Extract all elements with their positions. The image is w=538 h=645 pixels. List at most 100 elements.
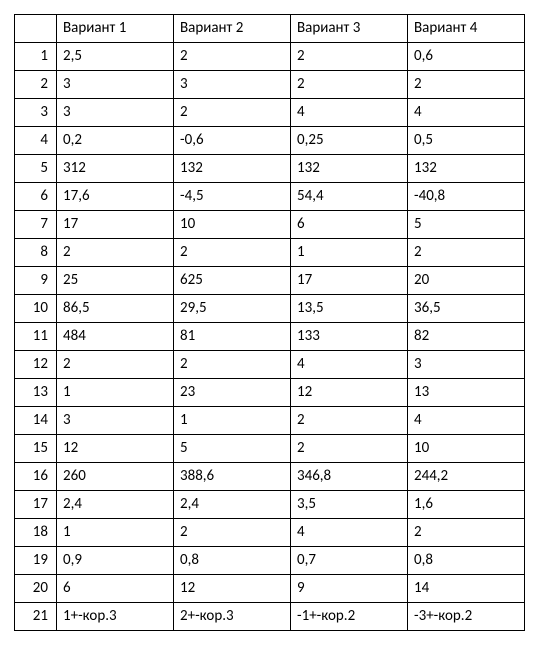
header-variant-2: Вариант 2 [174,15,291,43]
cell: 17 [57,211,174,239]
row-number: 9 [15,267,57,295]
cell: 1 [291,239,408,267]
table-row: 9256251720 [15,267,525,295]
cell: 2,4 [57,491,174,519]
cell: 2 [174,519,291,547]
table-row: 23322 [15,71,525,99]
table-row: 190,90,80,70,8 [15,547,525,575]
table-row: 122243 [15,351,525,379]
table-row: 211+-кор.32+-кор.3-1+-кор.2-3+-кор.2 [15,603,525,631]
cell: 81 [174,323,291,351]
cell: 2 [408,71,525,99]
row-number: 18 [15,519,57,547]
table-row: 131231213 [15,379,525,407]
header-variant-3: Вариант 3 [291,15,408,43]
cell: 0,7 [291,547,408,575]
cell: 2 [174,43,291,71]
cell: 244,2 [408,463,525,491]
cell: 4 [408,407,525,435]
cell: 4 [408,99,525,127]
cell: 5 [174,435,291,463]
table-body: 12,5220,6233223324440,2-0,60,250,5531213… [15,43,525,631]
table-row: 15125210 [15,435,525,463]
table-row: 20612914 [15,575,525,603]
row-number: 17 [15,491,57,519]
cell: 133 [291,323,408,351]
header-variant-4: Вариант 4 [408,15,525,43]
cell: 388,6 [174,463,291,491]
table-row: 114848113382 [15,323,525,351]
cell: 3 [57,407,174,435]
cell: 3 [174,71,291,99]
cell: 3 [57,71,174,99]
cell: 17,6 [57,183,174,211]
cell: -0,6 [174,127,291,155]
cell: 2 [291,71,408,99]
cell: 4 [291,351,408,379]
header-blank [15,15,57,43]
row-number: 7 [15,211,57,239]
row-number: 16 [15,463,57,491]
row-number: 5 [15,155,57,183]
cell: 0,8 [408,547,525,575]
table-row: 82212 [15,239,525,267]
cell: 12 [291,379,408,407]
cell: -40,8 [408,183,525,211]
cell: 0,25 [291,127,408,155]
cell: 5 [408,211,525,239]
cell: 260 [57,463,174,491]
row-number: 15 [15,435,57,463]
cell: 1,6 [408,491,525,519]
row-number: 12 [15,351,57,379]
cell: 1 [57,519,174,547]
cell: 2 [408,239,525,267]
cell: 29,5 [174,295,291,323]
cell: 3,5 [291,491,408,519]
row-number: 2 [15,71,57,99]
table-header-row: Вариант 1 Вариант 2 Вариант 3 Вариант 4 [15,15,525,43]
row-number: 20 [15,575,57,603]
cell: 484 [57,323,174,351]
cell: 13 [408,379,525,407]
row-number: 14 [15,407,57,435]
table-row: 1086,529,513,536,5 [15,295,525,323]
cell: 17 [291,267,408,295]
cell: 13,5 [291,295,408,323]
table-row: 5312132132132 [15,155,525,183]
cell: 2 [408,519,525,547]
cell: 625 [174,267,291,295]
table-row: 33244 [15,99,525,127]
cell: 4 [291,99,408,127]
cell: 3 [57,99,174,127]
cell: 2 [57,239,174,267]
cell: 2 [291,435,408,463]
cell: 0,6 [408,43,525,71]
row-number: 4 [15,127,57,155]
cell: 2,4 [174,491,291,519]
cell: 312 [57,155,174,183]
cell: -3+-кор.2 [408,603,525,631]
row-number: 13 [15,379,57,407]
cell: 12 [174,575,291,603]
cell: 86,5 [57,295,174,323]
cell: 1+-кор.3 [57,603,174,631]
cell: 0,8 [174,547,291,575]
row-number: 21 [15,603,57,631]
row-number: 8 [15,239,57,267]
cell: 0,2 [57,127,174,155]
cell: 0,9 [57,547,174,575]
cell: 2 [57,351,174,379]
cell: 1 [57,379,174,407]
cell: 82 [408,323,525,351]
header-variant-1: Вариант 1 [57,15,174,43]
row-number: 6 [15,183,57,211]
table-row: 16260388,6346,8244,2 [15,463,525,491]
table-row: 7171065 [15,211,525,239]
cell: 10 [408,435,525,463]
cell: 1 [174,407,291,435]
cell: 23 [174,379,291,407]
row-number: 10 [15,295,57,323]
cell: -1+-кор.2 [291,603,408,631]
row-number: 11 [15,323,57,351]
cell: 10 [174,211,291,239]
